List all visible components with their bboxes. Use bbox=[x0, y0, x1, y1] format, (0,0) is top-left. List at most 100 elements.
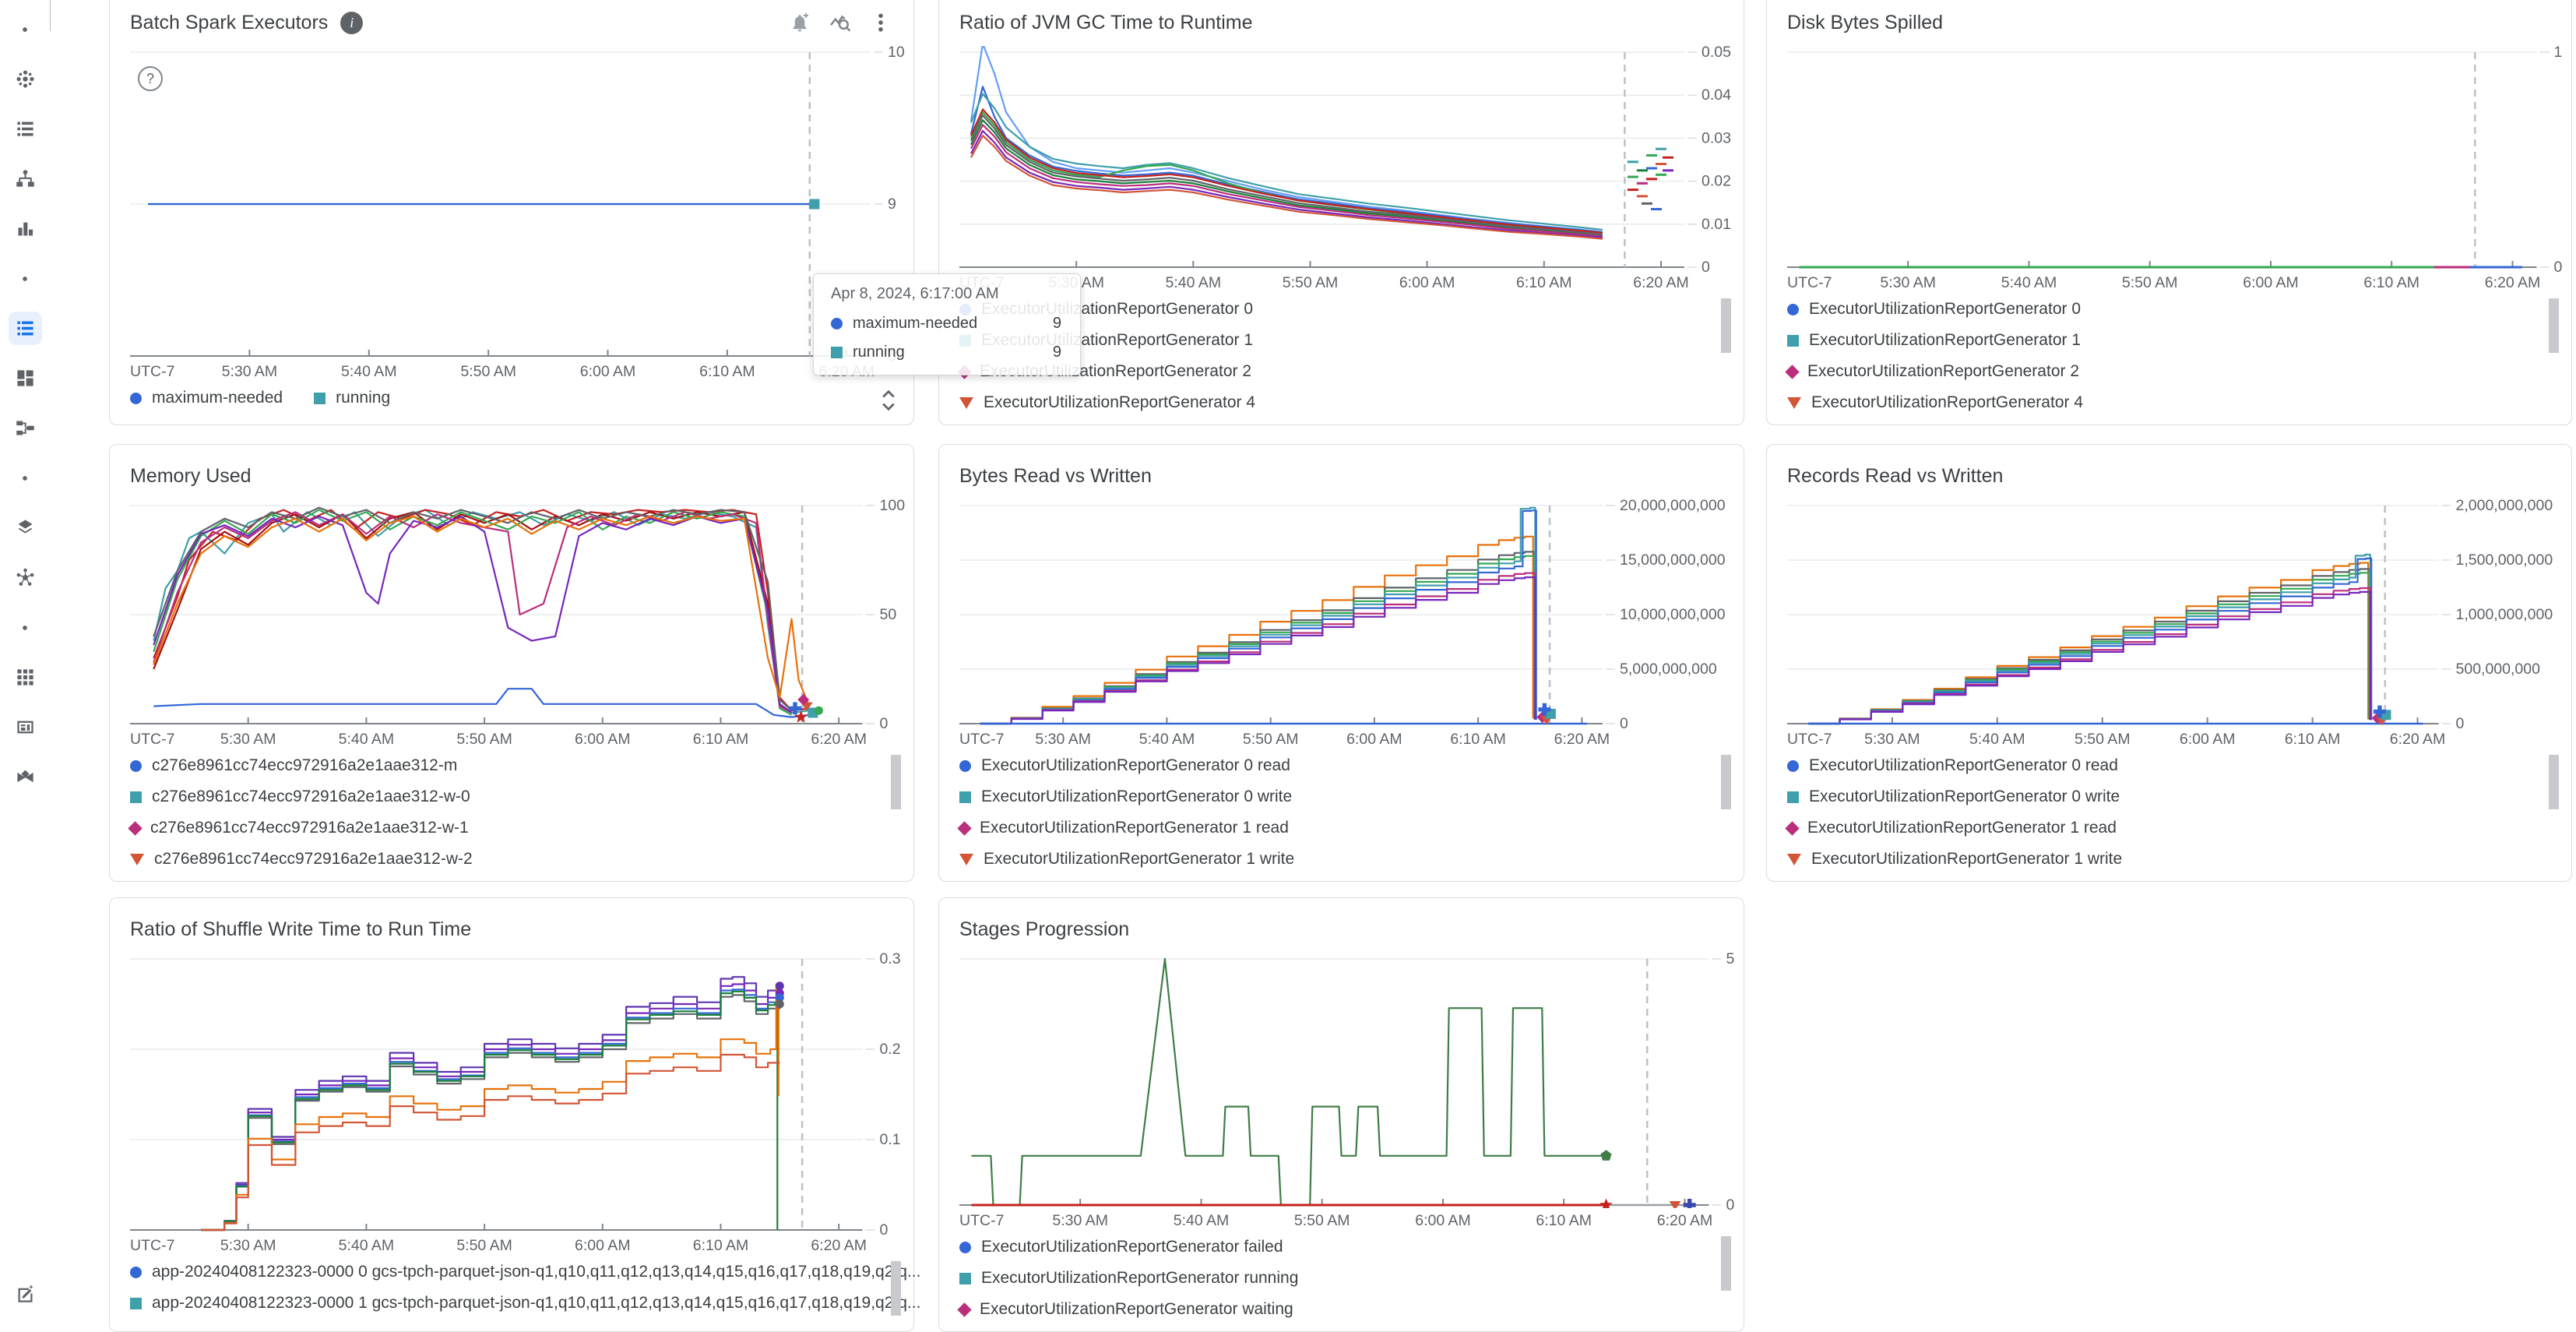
legend-label: c276e8961cc74ecc972916a2e1aae312-w-0 bbox=[152, 788, 470, 805]
more-vert-icon[interactable] bbox=[867, 9, 895, 37]
svg-text:10,000,000,000: 10,000,000,000 bbox=[1620, 606, 1726, 623]
legend-item[interactable]: ExecutorUtilizationReportGenerator 0 rea… bbox=[1787, 750, 2245, 781]
legend-item[interactable]: c276e8961cc74ecc972916a2e1aae312-w-2 bbox=[130, 844, 588, 875]
legend-label: ExecutorUtilizationReportGenerator faile… bbox=[981, 1238, 1283, 1256]
card-shuffle-write-ratio: Ratio of Shuffle Write Time to Run Time … bbox=[109, 897, 920, 1332]
legend-item[interactable]: ExecutorUtilizationReportGenerator 0 bbox=[1787, 294, 2245, 325]
sidebar-item-list-2[interactable] bbox=[9, 112, 42, 146]
chart-stages-progression[interactable]: 5 0 UTC-7 5:30 AM 5:40 AM 5:50 AM 6:00 AM 6:10 … bbox=[955, 946, 1740, 1230]
legend-item[interactable]: ExecutorUtilizationReportGenerator 1 rea… bbox=[957, 812, 1417, 844]
legend-scrollbar-thumb[interactable] bbox=[2549, 755, 2559, 809]
legend-scrollbar-thumb[interactable] bbox=[1721, 755, 1731, 809]
sidebar-item-tree-3[interactable] bbox=[9, 162, 42, 196]
tooltip-row: maximum-needed 9 bbox=[831, 309, 1061, 338]
legend-item[interactable]: running bbox=[314, 382, 390, 414]
legend-scrollbar-thumb[interactable] bbox=[891, 1261, 901, 1316]
chart-disk-bytes-spilled[interactable]: 1 0 UTC-7 5:30 AM 5:40 AM 5:50 AM 6:00 AM 6:10 … bbox=[1782, 40, 2568, 292]
legend-item[interactable]: app-20240408122323-0000 1 gcs-tpch-parqu… bbox=[130, 1288, 920, 1319]
chart-memory-used[interactable]: 100 50 0 UTC-7 5:30 AM 5:40 AM 5:50 AM 6:00 AM 6… bbox=[125, 493, 910, 749]
legend-marker-circle bbox=[1787, 303, 1799, 315]
svg-text:15,000,000,000: 15,000,000,000 bbox=[1620, 551, 1726, 569]
sidebar-item-grid-13[interactable] bbox=[9, 661, 42, 694]
legend-item[interactable]: ExecutorUtilizationReportGenerator 1 rea… bbox=[1785, 812, 2245, 844]
legend-item[interactable]: ExecutorUtilizationReportGenerator faile… bbox=[959, 1232, 1417, 1263]
svg-text:6:00 AM: 6:00 AM bbox=[1415, 1212, 1471, 1229]
sidebar-item-card-14[interactable] bbox=[9, 710, 42, 744]
legend-marker-diamond bbox=[1785, 820, 1800, 836]
svg-text:0.04: 0.04 bbox=[1701, 86, 1731, 104]
legend-item[interactable]: ExecutorUtilizationReportGenerator 4 bbox=[959, 387, 1417, 418]
legend-marker-circle bbox=[959, 759, 971, 772]
legend-scrollbar-thumb[interactable] bbox=[1721, 298, 1731, 353]
chart-legend: maximum-needed running bbox=[110, 381, 913, 425]
legend-marker-square bbox=[959, 1272, 971, 1284]
legend-scrollbar-thumb[interactable] bbox=[891, 755, 901, 809]
sidebar-item-layers-10[interactable] bbox=[9, 511, 42, 544]
sidebar-item-bar-chart-4[interactable] bbox=[9, 212, 42, 245]
info-icon[interactable]: i bbox=[340, 11, 364, 34]
legend-item[interactable]: ExecutorUtilizationReportGenerator 1 wri… bbox=[959, 844, 1417, 875]
chart-shuffle-write-ratio[interactable]: 0.3 0.2 0.1 0 UTC-7 5:30 AM 5:40 AM 5:50 AM 6:00… bbox=[125, 946, 910, 1255]
sidebar-item-cluster-1[interactable] bbox=[9, 62, 42, 96]
svg-text:6:00 AM: 6:00 AM bbox=[1399, 274, 1455, 291]
legend-item[interactable]: ExecutorUtilizationReportGenerator runni… bbox=[959, 1263, 1417, 1294]
card-memory-used: Memory Used 100 50 0 UTC-7 5:30 AM 5:40 AM 5:5… bbox=[109, 444, 914, 882]
sidebar-item-blocks-7[interactable] bbox=[9, 361, 42, 395]
card-icon bbox=[16, 721, 33, 734]
chart-records-read-vs-written[interactable]: 2,000,000,000 1,500,000,000 1,000,000,000 5… bbox=[1782, 493, 2568, 749]
unfold-icon[interactable] bbox=[878, 387, 899, 414]
legend-item[interactable]: ExecutorUtilizationReportGenerator 0 rea… bbox=[959, 750, 1417, 781]
sidebar-item-dot-9[interactable] bbox=[9, 461, 42, 495]
chart-bytes-read-vs-written[interactable]: 20,000,000,000 15,000,000,000 10,000,000,0… bbox=[955, 493, 1740, 749]
legend-item[interactable]: ExecutorUtilizationReportGenerator 1 wri… bbox=[1787, 844, 2245, 875]
card-title: Ratio of Shuffle Write Time to Run Time bbox=[130, 918, 472, 940]
legend-scrollbar-thumb[interactable] bbox=[1721, 1236, 1731, 1291]
help-icon[interactable]: ? bbox=[138, 66, 163, 91]
svg-text:6:10 AM: 6:10 AM bbox=[693, 731, 749, 748]
legend-item[interactable]: app-20240408122323-0000 0 gcs-tpch-parqu… bbox=[130, 1256, 920, 1288]
legend-scrollbar-thumb[interactable] bbox=[2549, 298, 2559, 353]
legend-item[interactable]: ExecutorUtilizationReportGenerator waiti… bbox=[957, 1294, 1417, 1325]
legend-label: ExecutorUtilizationReportGenerator 1 bbox=[1809, 331, 2082, 349]
chart-legend: c276e8961cc74ecc972916a2e1aae312-m c276e8… bbox=[110, 749, 913, 881]
svg-text:6:20 AM: 6:20 AM bbox=[1657, 1212, 1713, 1229]
svg-text:0.01: 0.01 bbox=[1701, 216, 1731, 233]
svg-text:0.05: 0.05 bbox=[1701, 44, 1731, 61]
legend-marker-square bbox=[1787, 791, 1799, 803]
svg-text:6:00 AM: 6:00 AM bbox=[2243, 274, 2299, 291]
chart-batch-spark-executors[interactable]: 1098UTC-75:30 AM5:40 AM5:50 AM6:00 AM6:1… bbox=[125, 40, 910, 381]
explore-chart-icon[interactable] bbox=[826, 9, 854, 37]
sidebar-item-flow-8[interactable] bbox=[9, 411, 42, 445]
svg-text:5,000,000,000: 5,000,000,000 bbox=[1620, 661, 1717, 678]
sidebar-item-hub-11[interactable] bbox=[9, 561, 42, 594]
svg-text:5:50 AM: 5:50 AM bbox=[460, 363, 516, 380]
svg-text:0.03: 0.03 bbox=[1701, 129, 1731, 146]
chart-jvm-gc-ratio[interactable]: 0.050.040.030.020.010UTC-75:30 AM5:40 AM… bbox=[955, 40, 1740, 292]
cluster-icon bbox=[16, 70, 34, 88]
legend-item[interactable]: ExecutorUtilizationReportGenerator 0 wri… bbox=[1787, 781, 2245, 812]
svg-text:6:10 AM: 6:10 AM bbox=[2363, 274, 2419, 291]
alert-add-icon[interactable] bbox=[786, 9, 814, 37]
legend-label: ExecutorUtilizationReportGenerator 2 bbox=[1807, 362, 2080, 380]
svg-text:0: 0 bbox=[2554, 259, 2563, 276]
flow-icon bbox=[16, 421, 34, 435]
legend-item[interactable]: c276e8961cc74ecc972916a2e1aae312-m bbox=[130, 750, 588, 781]
legend-item[interactable]: maximum-needed bbox=[130, 382, 283, 414]
legend-item[interactable]: ExecutorUtilizationReportGenerator 1 bbox=[1787, 325, 2245, 356]
sidebar-item-dot-5[interactable] bbox=[9, 262, 42, 295]
svg-text:6:20 AM: 6:20 AM bbox=[811, 1237, 867, 1254]
legend-item[interactable]: c276e8961cc74ecc972916a2e1aae312-w-1 bbox=[128, 812, 588, 844]
legend-item[interactable]: ExecutorUtilizationReportGenerator 0 wri… bbox=[959, 781, 1417, 812]
legend-item[interactable]: c276e8961cc74ecc972916a2e1aae312-w-0 bbox=[130, 781, 588, 812]
legend-item[interactable]: ExecutorUtilizationReportGenerator 4 bbox=[1787, 387, 2245, 418]
legend-item[interactable]: ExecutorUtilizationReportGenerator 2 bbox=[1785, 356, 2245, 387]
sidebar-item-list-6[interactable] bbox=[8, 312, 42, 345]
sidebar-item-dot-12[interactable] bbox=[9, 611, 42, 644]
legend-label: ExecutorUtilizationReportGenerator 1 rea… bbox=[1807, 819, 2117, 837]
left-icon-sidebar bbox=[0, 0, 50, 1321]
sidebar-item-bookmark-15[interactable] bbox=[9, 760, 42, 794]
svg-text:5:40 AM: 5:40 AM bbox=[1174, 1212, 1230, 1229]
sidebar-item-dot-0[interactable] bbox=[9, 12, 42, 46]
legend-marker-square bbox=[130, 791, 142, 803]
sidebar-item-compose-16[interactable] bbox=[9, 1277, 42, 1310]
